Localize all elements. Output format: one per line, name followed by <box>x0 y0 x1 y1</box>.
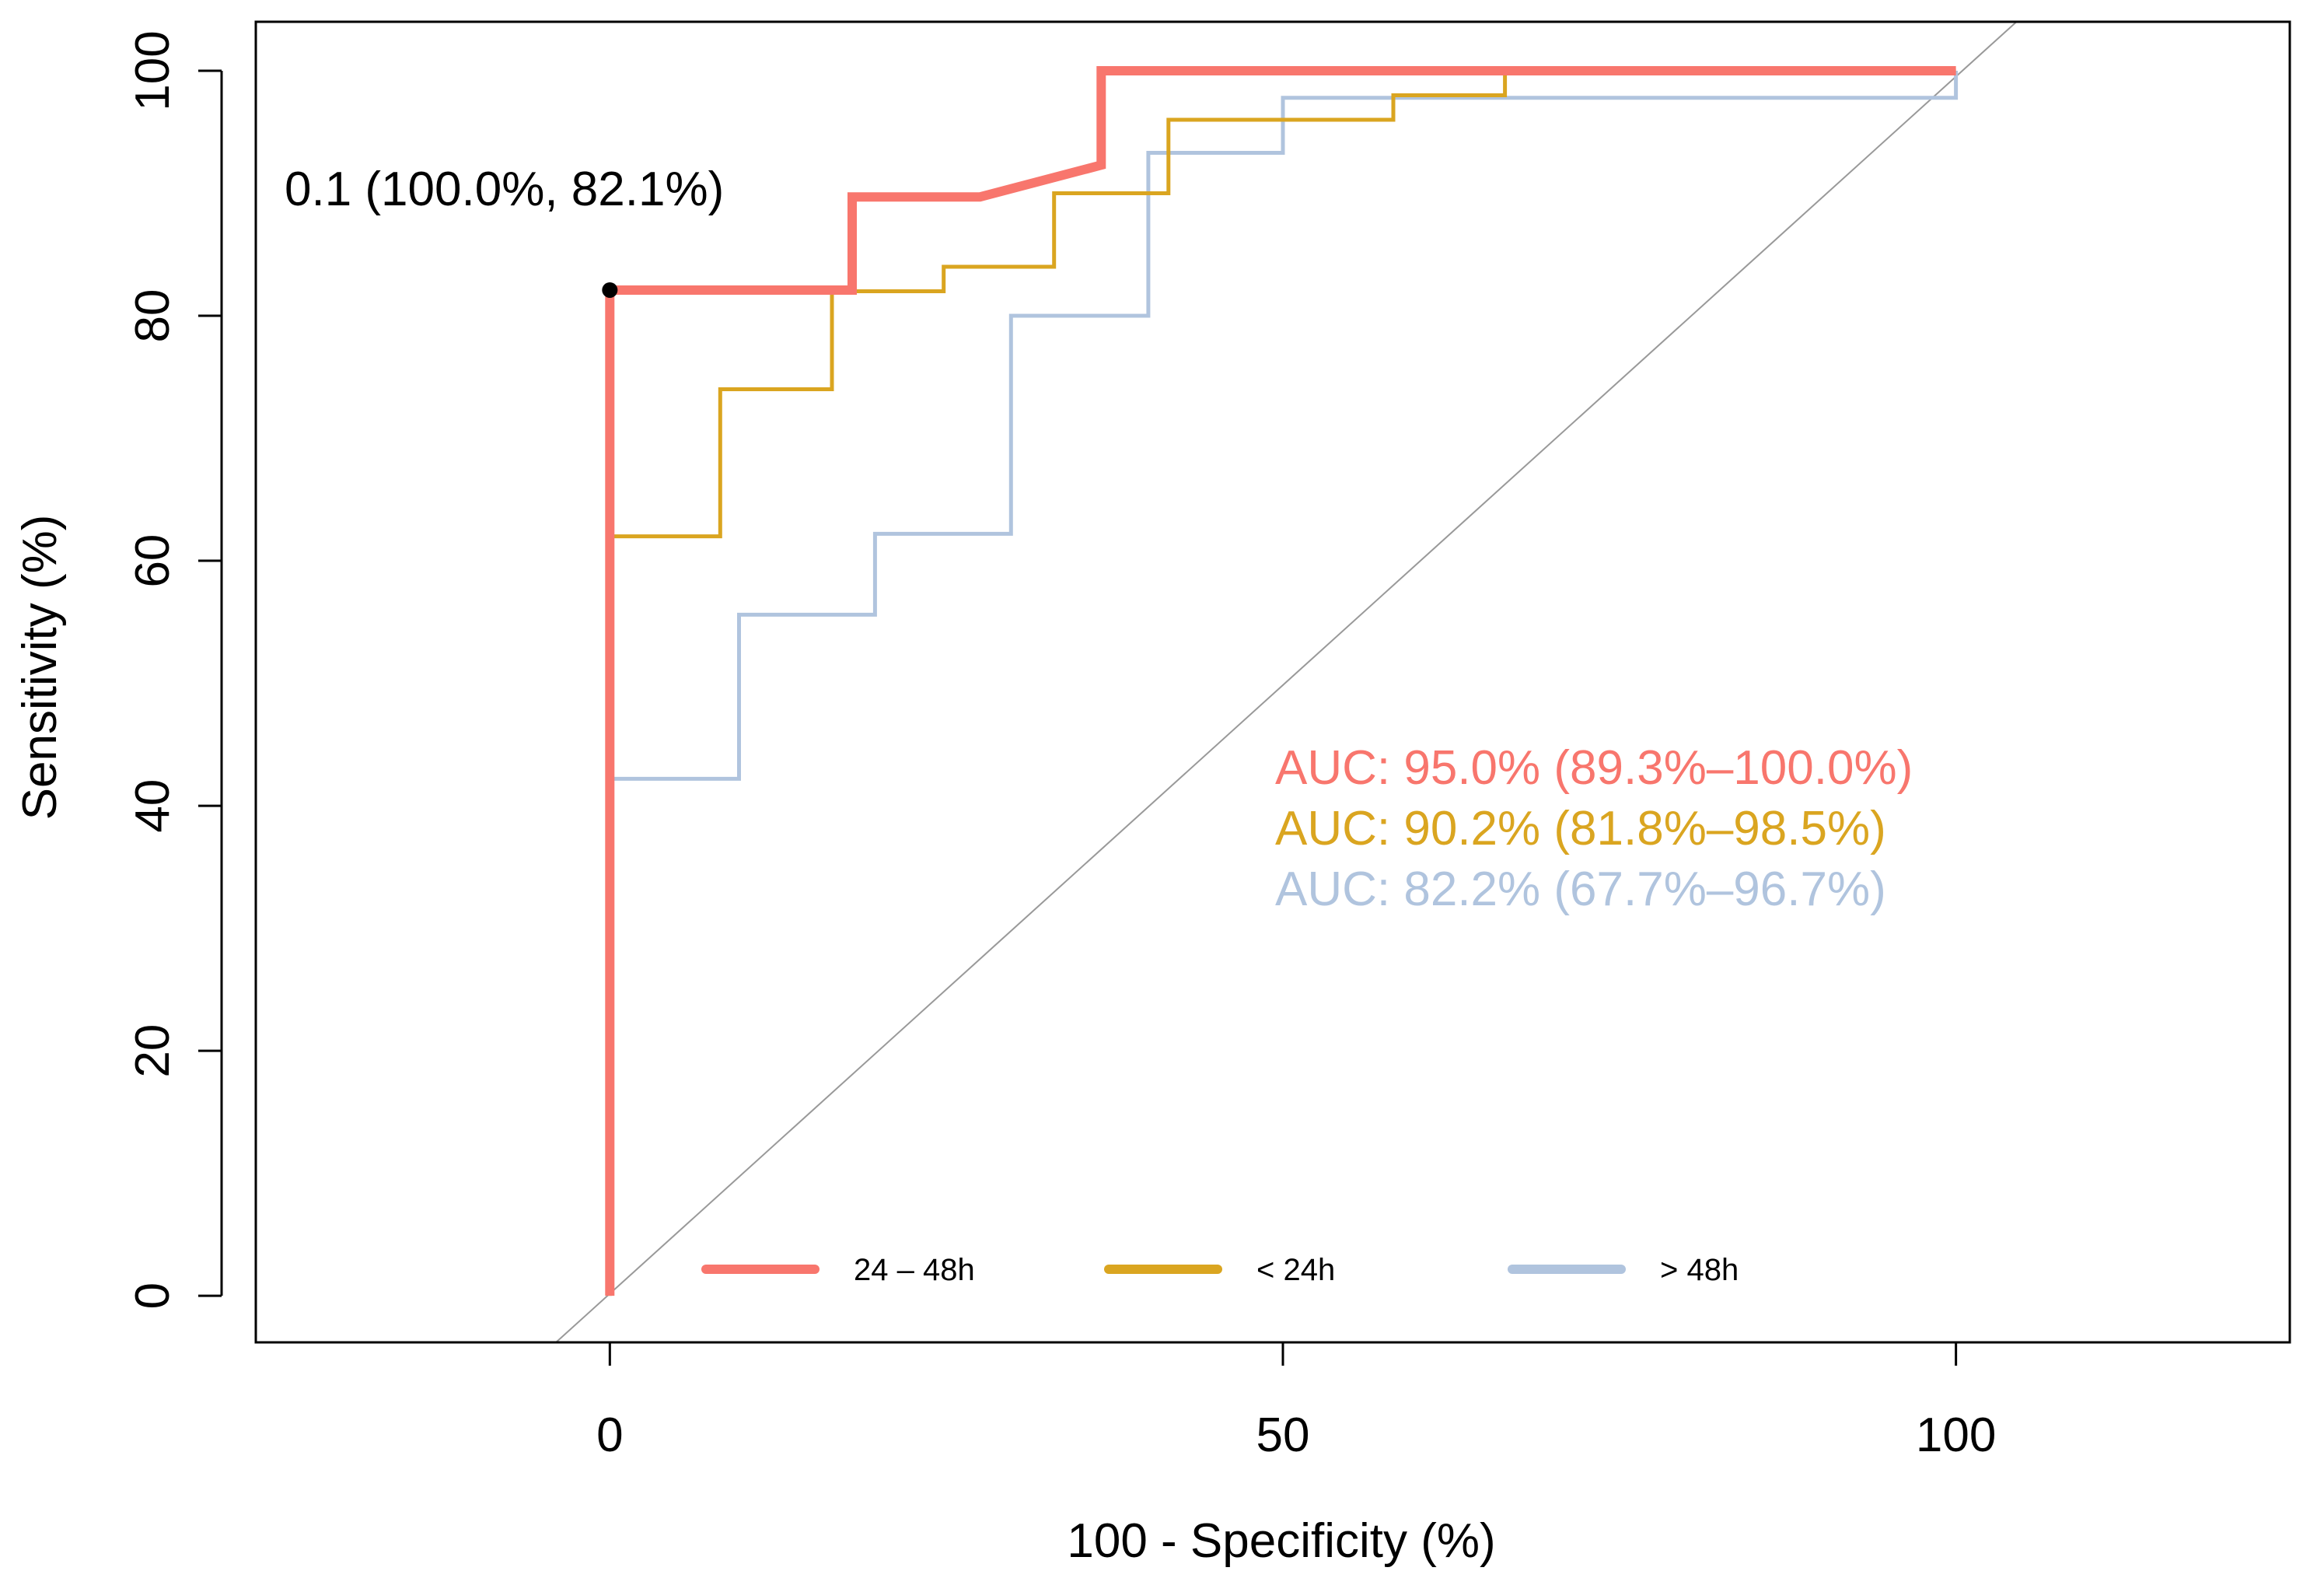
legend-label: > 48h <box>1660 1253 1739 1287</box>
auc-label: AUC: 90.2% (81.8%–98.5%) <box>1275 802 1886 855</box>
x-axis-title: 100 - Specificity (%) <box>1067 1514 1495 1568</box>
y-axis-title: Sensitivity (%) <box>13 515 67 820</box>
auc-label: AUC: 95.0% (89.3%–100.0%) <box>1275 741 1913 795</box>
legend: 24 – 48h < 24h > 48h <box>701 1253 1739 1287</box>
series-line-48h <box>607 71 1959 1296</box>
series-line-24-48h <box>605 66 1956 1296</box>
auc-label: AUC: 82.2% (67.7%–96.7%) <box>1275 862 1886 916</box>
y-tick-label: 0 <box>126 1282 180 1309</box>
reference-diagonal <box>555 21 2018 1343</box>
auc-labels: AUC: 95.0% (89.3%–100.0%) AUC: 90.2% (81.… <box>1275 741 1913 916</box>
threshold-label: 0.1 (100.0%, 82.1%) <box>285 163 724 216</box>
y-tick-label: 80 <box>126 289 180 343</box>
legend-label: < 24h <box>1256 1253 1335 1287</box>
y-tick-label: 40 <box>126 779 180 833</box>
y-tick-label: 20 <box>126 1024 180 1078</box>
series-line-24h <box>607 68 1956 1296</box>
x-tick-label: 100 <box>1916 1408 1996 1462</box>
x-tick-label: 50 <box>1256 1408 1310 1462</box>
plot-area <box>555 21 2018 1343</box>
x-tick-label: 0 <box>596 1408 623 1462</box>
y-axis: 0 20 40 60 80 100 <box>126 30 223 1309</box>
y-tick-label: 100 <box>126 30 180 110</box>
threshold-point <box>602 282 618 298</box>
x-axis: 0 50 100 <box>596 1341 1996 1462</box>
y-tick-label: 60 <box>126 534 180 588</box>
legend-label: 24 – 48h <box>854 1253 975 1287</box>
